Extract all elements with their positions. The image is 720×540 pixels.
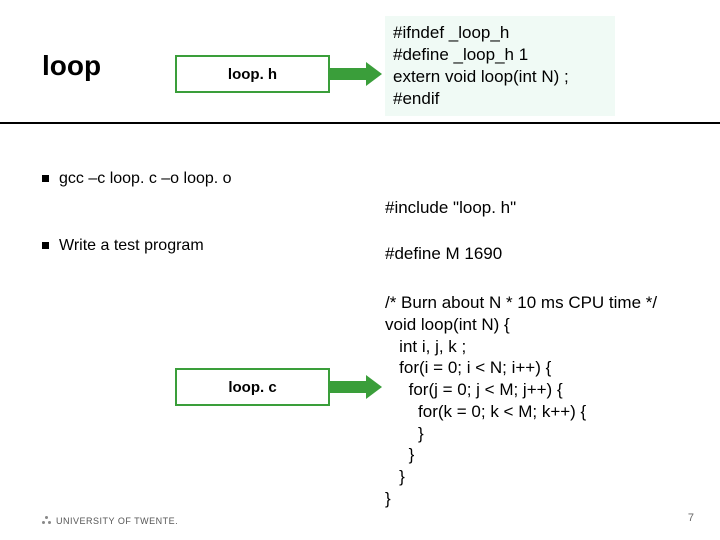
include-line: #include "loop. h" xyxy=(385,198,516,218)
slide-title: loop xyxy=(42,50,101,82)
code-line: #endif xyxy=(393,88,607,110)
body-code-block: /* Burn about N * 10 ms CPU time */ void… xyxy=(385,292,657,510)
footer-text: UNIVERSITY OF TWENTE. xyxy=(56,516,178,526)
code-line: #define _loop_h 1 xyxy=(393,44,607,66)
bullet-text: Write a test program xyxy=(59,237,204,255)
bullet-square-icon xyxy=(42,175,49,182)
loop-c-label: loop. c xyxy=(228,379,276,396)
loop-h-label: loop. h xyxy=(228,66,277,83)
loop-h-box: loop. h xyxy=(175,55,330,93)
bullet-square-icon xyxy=(42,242,49,249)
divider-line xyxy=(0,122,720,124)
bullet-test-program: Write a test program xyxy=(42,237,204,255)
bullet-text: gcc –c loop. c –o loop. o xyxy=(59,170,232,188)
university-logo-icon xyxy=(42,516,52,526)
bullet-gcc: gcc –c loop. c –o loop. o xyxy=(42,170,232,188)
arrow-to-header-code xyxy=(330,65,380,83)
header-code-block: #ifndef _loop_h #define _loop_h 1 extern… xyxy=(385,16,615,116)
arrow-to-body-code xyxy=(330,378,380,396)
page-number: 7 xyxy=(688,512,694,524)
code-line: #ifndef _loop_h xyxy=(393,22,607,44)
loop-c-box: loop. c xyxy=(175,368,330,406)
footer-university: UNIVERSITY OF TWENTE. xyxy=(42,516,178,526)
code-line: extern void loop(int N) ; xyxy=(393,66,607,88)
define-line: #define M 1690 xyxy=(385,244,502,264)
